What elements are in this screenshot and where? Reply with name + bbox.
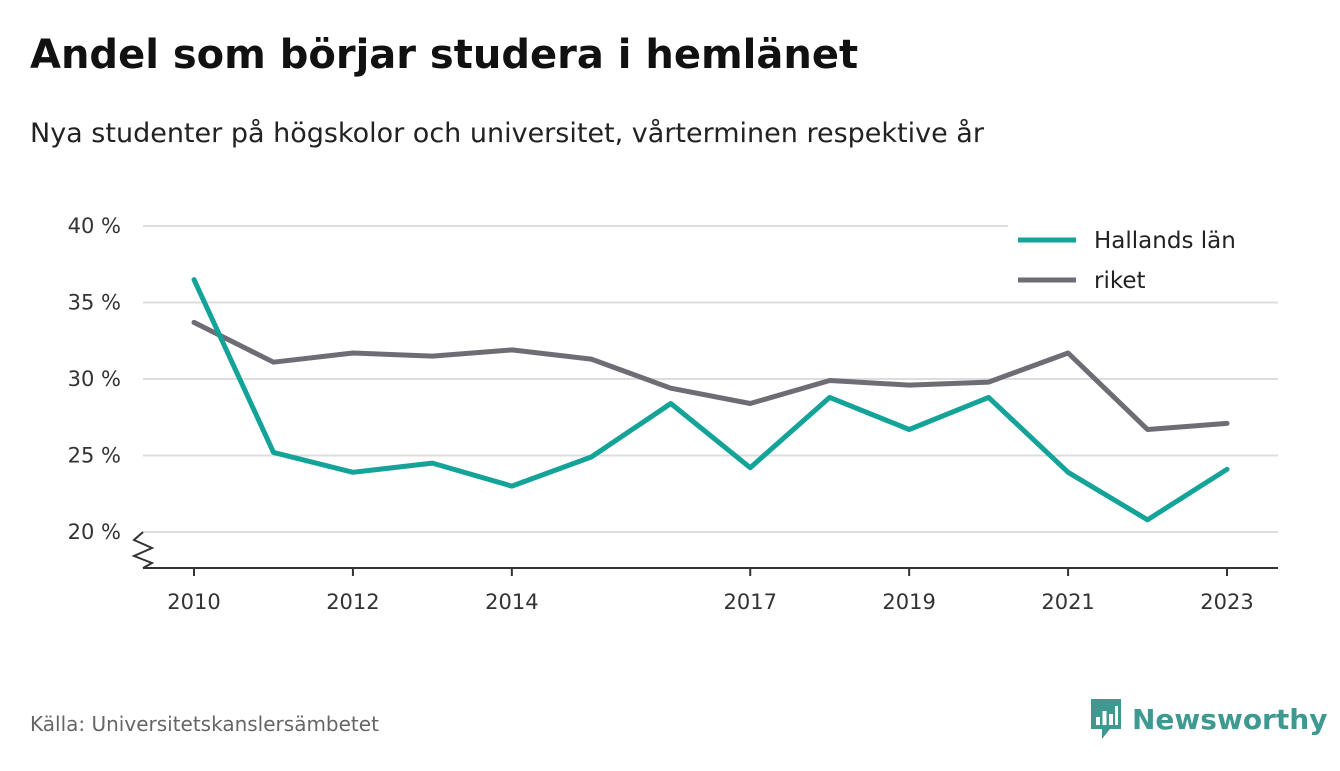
bar-chart-speech-bubble-icon — [1091, 699, 1121, 739]
brand-logo: Newsworthy — [1088, 697, 1327, 741]
y-tick-label: 30 % — [68, 367, 121, 391]
legend-background — [1008, 222, 1278, 300]
legend-label: riket — [1094, 268, 1146, 294]
x-tick-label: 2023 — [1200, 590, 1253, 614]
brand-name: Newsworthy — [1132, 702, 1328, 736]
series-line-hallands-län — [191, 277, 1230, 523]
line-chart: 20 % 25 % 30 % 35 % 40 % 2010 2012 2014 2017 201… — [68, 214, 1278, 614]
x-tick-label: 2017 — [724, 590, 777, 614]
y-tick-label: 35 % — [68, 291, 121, 315]
x-tick-label: 2012 — [326, 590, 379, 614]
series-line-riket — [191, 319, 1230, 432]
x-tick-label: 2019 — [882, 590, 935, 614]
legend-label: Hallands län — [1094, 228, 1236, 254]
y-tick-label: 20 % — [68, 520, 121, 544]
chart-title: Andel som börjar studera i hemlänet — [30, 32, 859, 78]
y-tick-label: 25 % — [68, 444, 121, 468]
y-axis-break-mark — [131, 531, 155, 569]
x-tick-label: 2021 — [1041, 590, 1094, 614]
x-tick-label: 2014 — [485, 590, 538, 614]
chart-subtitle: Nya studenter på högskolor och universit… — [30, 118, 984, 149]
x-tick-label: 2010 — [167, 590, 220, 614]
y-tick-label: 40 % — [68, 214, 121, 238]
source-note: Källa: Universitetskanslersämbetet — [30, 712, 379, 736]
